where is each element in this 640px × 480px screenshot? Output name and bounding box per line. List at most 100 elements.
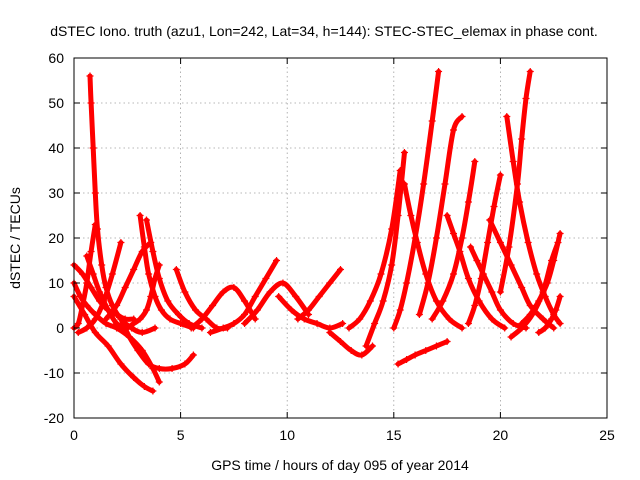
data-point [432, 297, 440, 305]
data-point [366, 297, 374, 305]
data-point [390, 324, 398, 332]
series-line [242, 280, 311, 326]
data-point [279, 279, 287, 287]
data-point [145, 270, 153, 278]
data-point [407, 212, 415, 219]
data-point [315, 293, 323, 300]
data-point [174, 311, 182, 318]
data-point [539, 315, 547, 323]
data-point [287, 306, 295, 314]
data-point [198, 324, 206, 332]
y-tick-label: 50 [48, 95, 64, 111]
x-tick-label: 25 [599, 427, 615, 443]
data-point [87, 248, 95, 255]
y-tick-label: 20 [48, 230, 64, 246]
series-line [363, 150, 407, 349]
data-point [556, 230, 564, 237]
data-point [496, 239, 504, 246]
data-point [526, 68, 534, 75]
y-axis-label: dSTEC / TECUs [7, 187, 23, 289]
data-point [486, 216, 494, 224]
data-point [147, 293, 155, 300]
data-point [113, 320, 121, 327]
y-tick-label: 0 [56, 320, 64, 336]
data-point [556, 320, 564, 327]
data-point [358, 351, 366, 359]
data-point [74, 329, 82, 336]
data-point [488, 288, 496, 296]
data-point [449, 270, 457, 278]
data-point [151, 324, 159, 332]
data-point [125, 333, 133, 341]
data-point [155, 261, 163, 269]
data-point [400, 149, 408, 156]
data-point [168, 365, 176, 372]
data-point [130, 266, 138, 273]
data-point [513, 180, 521, 188]
data-point [467, 243, 475, 251]
data-point [136, 212, 144, 219]
series-line [497, 69, 533, 295]
data-point [123, 324, 131, 332]
data-point [396, 306, 404, 314]
data-point [79, 270, 87, 278]
y-tick-label: 30 [48, 185, 64, 201]
data-point [189, 351, 197, 359]
data-point [104, 342, 112, 350]
series-arc-30 [486, 216, 558, 332]
data-point [496, 306, 504, 314]
data-point [394, 212, 402, 219]
data-point [149, 248, 157, 255]
data-point [102, 315, 110, 323]
series-arc-28 [428, 158, 479, 323]
data-point [439, 297, 447, 305]
data-point [518, 284, 526, 291]
data-point [388, 261, 396, 269]
data-point [166, 315, 174, 323]
data-point [428, 117, 436, 125]
data-point [275, 293, 283, 300]
data-point [403, 279, 411, 287]
series-arc-07 [74, 239, 125, 336]
data-point [550, 324, 558, 332]
data-point [91, 329, 99, 336]
data-point [535, 329, 543, 336]
data-point [142, 216, 150, 224]
data-point [522, 95, 530, 102]
data-point [117, 360, 125, 368]
data-point [181, 360, 189, 368]
series-arc-25 [400, 180, 466, 332]
data-point [488, 315, 496, 323]
data-point [241, 297, 249, 305]
data-point [477, 275, 485, 282]
data-point [326, 329, 334, 336]
data-point [339, 320, 347, 327]
data-point [379, 297, 387, 305]
data-point [219, 288, 227, 296]
data-point [458, 113, 466, 120]
data-point [449, 126, 457, 134]
data-point [518, 135, 526, 143]
data-point [362, 342, 370, 350]
data-point [241, 311, 249, 318]
data-point [415, 311, 423, 318]
data-point [443, 338, 451, 345]
data-point [458, 234, 466, 242]
data-point [273, 257, 281, 264]
y-tick-label: -10 [44, 365, 64, 381]
data-point [230, 320, 238, 327]
data-point [509, 320, 517, 327]
series-line [346, 168, 403, 331]
data-point [253, 306, 261, 314]
data-point [89, 144, 97, 152]
data-point [526, 311, 534, 318]
data-point [445, 315, 453, 323]
x-tick-label: 20 [493, 427, 509, 443]
data-point [422, 270, 430, 278]
x-tick-label: 0 [70, 427, 78, 443]
series-arc-32 [496, 68, 534, 296]
series-arc-24 [415, 113, 466, 318]
series-line [276, 294, 346, 331]
data-point [388, 225, 396, 233]
